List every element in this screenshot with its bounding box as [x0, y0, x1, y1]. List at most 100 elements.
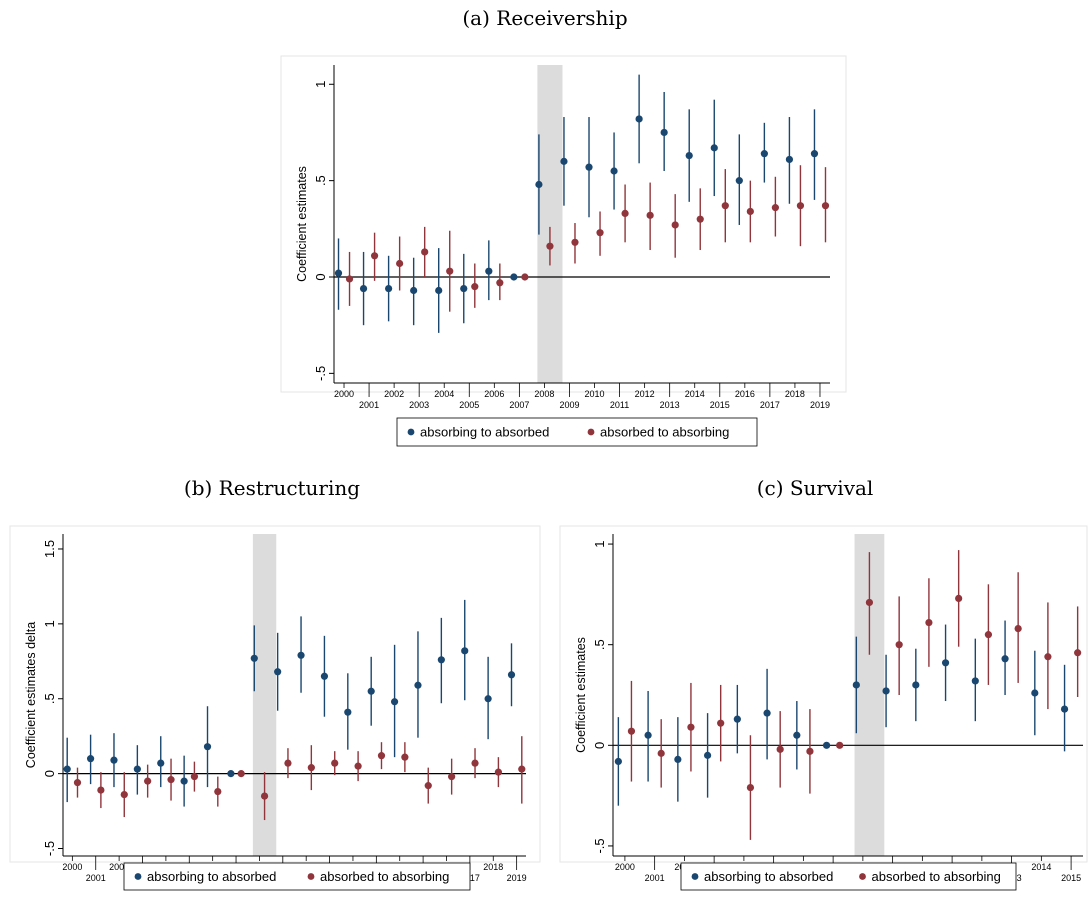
data-point: [571, 238, 579, 246]
data-point: [1074, 649, 1082, 657]
data-point: [535, 180, 543, 189]
x-tick-label: 2000: [62, 862, 82, 872]
x-tick-label: 2001: [86, 873, 106, 883]
legend-label: absorbed to absorbing: [872, 869, 1001, 884]
x-tick-label: 2007: [509, 400, 529, 410]
legend-box: [396, 417, 758, 447]
legend-label: absorbed to absorbing: [320, 869, 449, 884]
legend-label: absorbing to absorbed: [147, 869, 276, 884]
y-axis-label: Coefficient estimates: [295, 166, 309, 282]
data-point: [97, 786, 105, 794]
data-point: [836, 741, 844, 749]
data-point: [660, 128, 668, 137]
data-point: [621, 209, 629, 217]
data-point: [984, 631, 993, 639]
data-point: [446, 267, 454, 275]
x-tick-label: 2000: [615, 862, 635, 872]
data-point: [510, 273, 518, 281]
data-point: [460, 284, 468, 293]
data-point: [674, 755, 682, 764]
data-point: [331, 759, 339, 767]
series-0: [63, 599, 516, 807]
series-0: [614, 620, 1069, 806]
shaded-band: [252, 534, 277, 856]
data-point: [1060, 705, 1069, 713]
data-point: [644, 731, 652, 739]
data-point: [710, 144, 718, 152]
x-tick-label: 2010: [585, 389, 605, 399]
series-1: [627, 550, 1082, 840]
data-point: [925, 618, 933, 627]
data-point: [507, 671, 516, 679]
data-point: [796, 202, 805, 210]
legend-marker: [134, 873, 142, 880]
data-point: [721, 202, 729, 210]
data-point: [214, 788, 222, 796]
data-point: [133, 765, 141, 773]
data-point: [110, 756, 118, 764]
x-tick-label: 2001: [359, 400, 379, 410]
data-point: [614, 757, 622, 766]
data-point: [157, 759, 165, 767]
data-point: [63, 765, 71, 773]
data-point: [377, 752, 386, 760]
data-point: [971, 677, 979, 685]
series-1: [345, 165, 830, 312]
x-tick-label: 2002: [109, 862, 129, 872]
data-point: [793, 731, 801, 739]
data-point: [687, 723, 695, 731]
data-point: [274, 668, 282, 676]
data-point: [190, 773, 199, 781]
data-point: [717, 719, 725, 727]
data-point: [120, 790, 128, 799]
data-point: [746, 207, 754, 216]
series-0: [334, 74, 819, 333]
data-point: [763, 709, 771, 717]
data-point: [912, 681, 920, 689]
data-point: [735, 177, 743, 185]
data-point: [733, 715, 741, 723]
data-point: [1001, 655, 1009, 663]
data-point: [941, 659, 950, 667]
y-tick-label: 1.5: [42, 540, 57, 558]
data-point: [771, 204, 779, 212]
x-tick-label: 2011: [610, 400, 629, 410]
data-point: [955, 594, 963, 603]
data-point: [760, 150, 768, 158]
data-point: [390, 698, 399, 706]
data-point: [359, 284, 368, 293]
legend-box: [123, 862, 471, 891]
data-point: [882, 687, 890, 695]
x-tick-label: 2015: [1061, 873, 1081, 883]
legend-box: [680, 862, 1017, 891]
x-tick-label: 2015: [710, 400, 730, 410]
x-tick-label: 2008: [534, 389, 554, 399]
data-point: [821, 202, 830, 210]
data-point: [610, 167, 618, 175]
data-point: [785, 155, 794, 164]
data-point: [696, 215, 704, 223]
data-point: [585, 163, 593, 171]
legend-marker: [587, 428, 595, 436]
x-tick-label: 2017: [760, 400, 780, 410]
x-tick-label: 2009: [559, 400, 579, 410]
data-point: [448, 773, 456, 781]
y-tick-label: .5: [42, 693, 57, 704]
data-point: [895, 641, 903, 649]
data-point: [810, 150, 819, 158]
data-point: [227, 770, 235, 778]
data-point: [518, 765, 526, 773]
data-point: [421, 248, 429, 256]
x-tick-label: 2019: [810, 400, 830, 410]
x-tick-label: 2000: [334, 389, 354, 399]
y-tick-label: 1: [42, 620, 57, 627]
panel-b-title: (b) Restructuring: [183, 476, 361, 500]
data-point: [1014, 624, 1022, 633]
y-tick-label: 0: [313, 273, 328, 280]
data-point: [401, 753, 409, 761]
shaded-band: [537, 65, 563, 383]
data-point: [385, 284, 393, 293]
y-tick-label: 0: [592, 742, 607, 749]
data-point: [250, 654, 258, 662]
